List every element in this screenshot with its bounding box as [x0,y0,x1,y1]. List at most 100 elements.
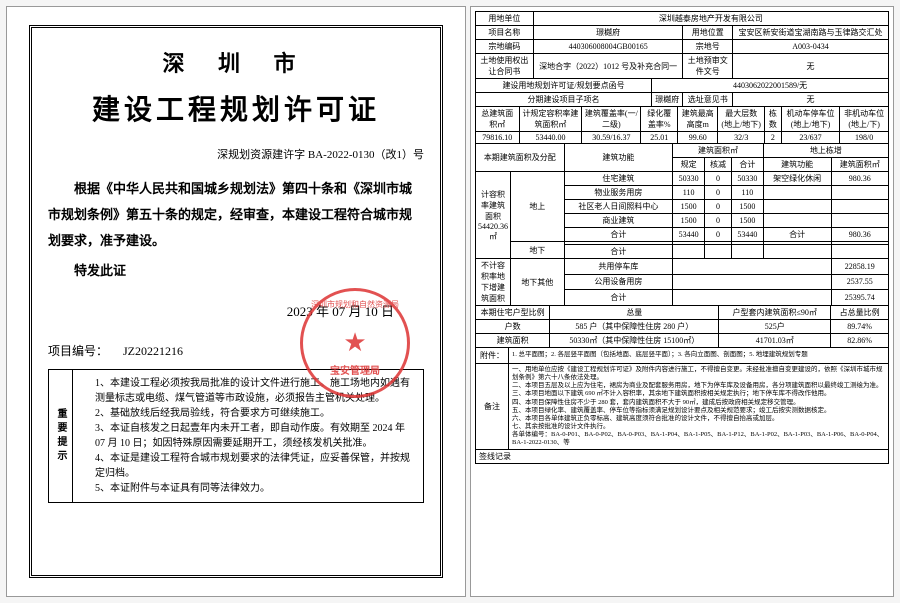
table-row: 总建筑面积㎡ 计规定容积率建筑面积㎡ 建筑覆盖率(一/二级) 绿化覆盖率% 建筑… [476,107,889,132]
cell [705,245,732,259]
notice-item: 5、本证附件与本证具有同等法律效力。 [95,481,415,496]
cell: 82.86% [831,334,889,348]
metric-head: 非机动车位(地上/下) [840,107,889,132]
cap-group-label: 计容积率建筑面积 54420.36㎡ [476,172,511,259]
cell-label: 宗地号 [683,40,733,54]
cell: 户型套内建筑面积≤90㎡ [719,306,831,320]
cell: 合计 [763,228,831,242]
metric-val: 23/637 [781,132,839,144]
notice-item: 4、本证是建设工程符合城市规划要求的法律凭证，应妥善保管，并按规定归档。 [95,451,415,481]
official-seal: 深圳市规划和自然资源局 ★ 宝安管理局 [300,288,410,398]
cell: 合计 [564,290,673,306]
cell-value: 深地合字（2022）1012 号及补充合同一 [533,54,683,79]
cell: 22858.19 [831,259,889,275]
cell: 50330 [673,172,705,186]
cell: 合计 [564,245,673,259]
attach-label: 附件： [476,348,509,364]
cell: 585 户（其中保障性住房 280 户） [550,320,719,334]
metric-head: 总建筑面积㎡ [476,107,520,132]
cell: 2537.55 [831,274,889,290]
cell-value: 深圳越泰房地产开发有限公司 [533,12,888,26]
unit-ratio-table: 本期住宅户型比例 总量 户型套内建筑面积≤90㎡ 占总量比例 户数 585 户（… [475,305,889,348]
project-number-value: JZ20221216 [123,344,183,358]
cell: 1500 [731,200,763,214]
seal-bottom-text: 宝安管理局 [303,362,407,377]
table-row: 建筑面积 50330㎡（其中保障性住房 15100㎡） 41701.03㎡ 82… [476,334,889,348]
cell: 53440 [731,228,763,242]
footer-cell: 签线记录 [476,450,889,464]
cell-label: 土地使用权出让合同书 [476,54,534,79]
cell [673,259,831,275]
header-info-table: 用地单位 深圳越泰房地产开发有限公司 项目名称 璟樾府 用地位置 宝安区新安街道… [475,11,889,107]
cell [673,290,831,306]
dist-sub: 建筑面积㎡ [831,158,889,172]
remark-line: 三、本项目地面以下建筑 690 ㎡不计入容积率，其余地下建筑面积按相关规定执行；… [512,390,885,398]
cell [831,200,889,214]
cell: 50330㎡（其中保障性住房 15100㎡） [550,334,719,348]
cell: 89.74% [831,320,889,334]
noncap-group-label: 不计容积率地下增建筑面积 [476,259,511,306]
cell [831,245,889,259]
cell: 共用停车库 [564,259,673,275]
cell: 1500 [673,214,705,228]
table-row: 本期建筑面积及分配 建筑功能 建筑面积㎡ 地上栋增 [476,144,889,158]
cell-value: 440306008004GB00165 [533,40,683,54]
cell: 总量 [550,306,719,320]
cell-value: A003-0434 [733,40,889,54]
cell: 53440 [673,228,705,242]
notice-item: 2、基础放线后经我局验线，符合要求方可继续施工。 [95,406,415,421]
cell: 0 [705,200,732,214]
metric-head: 建筑最高高度m [678,107,718,132]
cell: 980.36 [831,172,889,186]
cell [673,274,831,290]
table-row: 土地使用权出让合同书 深地合字（2022）1012 号及补充合同一 土地预审文件… [476,54,889,79]
cell: 1500 [673,200,705,214]
notice-item: 3、本证自核发之日起壹年内未开工者，即自动作废。有效期至 2024 年 07 月… [95,421,415,451]
cell-value: 无 [733,93,889,107]
cell-label: 选址意见书 [683,93,733,107]
cell-label: 用地位置 [683,26,733,40]
cell [763,214,831,228]
cell: 50330 [731,172,763,186]
metric-head: 绿化覆盖率% [641,107,678,132]
cell-label: 宗地编码 [476,40,534,54]
cell [763,186,831,200]
cell [831,186,889,200]
remark-line: 六、本项目各单体建筑正负零标高、建筑高度须符合批准的设计文件，不得擅自抬高或加层… [512,415,885,423]
dist-sub: 建筑功能 [763,158,831,172]
remark-line: 四、本项目保障性住房不少于 280 套，套内建筑面积不大于 90㎡，建成后按政府… [512,399,885,407]
cell: 住宅建筑 [564,172,673,186]
permit-number: 深规划资源建许字 BA-2022-0130（改1）号 [48,146,424,162]
table-row: 宗地编码 440306008004GB00165 宗地号 A003-0434 [476,40,889,54]
cell: 本期住宅户型比例 [476,306,550,320]
cell-label: 土地预审文件文号 [683,54,733,79]
remark-label: 备注 [476,364,509,450]
cell-label: 用地单位 [476,12,534,26]
metric-val: 79816.10 [476,132,520,144]
dist-sub: 规定 [673,158,705,172]
table-row: 用地单位 深圳越泰房地产开发有限公司 [476,12,889,26]
dist-title: 本期建筑面积及分配 [476,144,565,172]
cell: 25395.74 [831,290,889,306]
cell: 0 [705,186,732,200]
cell-label: 建设用地规划许可证/规划要点函号 [476,79,652,93]
remark-line: 各单体编号：BA-0-P01、BA-0-P02、BA-0-P03、BA-1-P0… [512,431,885,447]
metric-val: 99.60 [678,132,718,144]
cell-label: 项目名称 [476,26,534,40]
permit-certificate-page: 深 圳 市 建设工程规划许可证 深规划资源建许字 BA-2022-0130（改1… [6,6,466,597]
cell [731,245,763,259]
cell: 合计 [564,228,673,242]
seal-top-text: 深圳市规划和自然资源局 [303,299,407,310]
cell: 41701.03㎡ [719,334,831,348]
cell: 建筑面积 [476,334,550,348]
table-row: 备注 一、用地单位应按《建设工程规划许可证》及附件内容进行施工，不得擅自变更。未… [476,364,889,450]
cell-value: 璟樾府 [652,93,683,107]
remark-line: 五、本项目绿化率、建筑覆盖率、停车位等指标须满足规划设计要点及相关规范要求；竣工… [512,407,885,415]
dist-sub: 核减 [705,158,732,172]
permit-inner-border: 深 圳 市 建设工程规划许可证 深规划资源建许字 BA-2022-0130（改1… [29,25,443,578]
cell: 社区老人日间照料中心 [564,200,673,214]
permit-details-page: 用地单位 深圳越泰房地产开发有限公司 项目名称 璟樾府 用地位置 宝安区新安街道… [470,6,894,597]
table-row: 附件： 1. 总平面图；2. 各层竖平面图（包括地面、底层竖平面）；3. 各向立… [476,348,889,364]
metric-head: 计规定容积率建筑面积㎡ [519,107,582,132]
metric-head: 最大层数(地上/地下) [718,107,765,132]
